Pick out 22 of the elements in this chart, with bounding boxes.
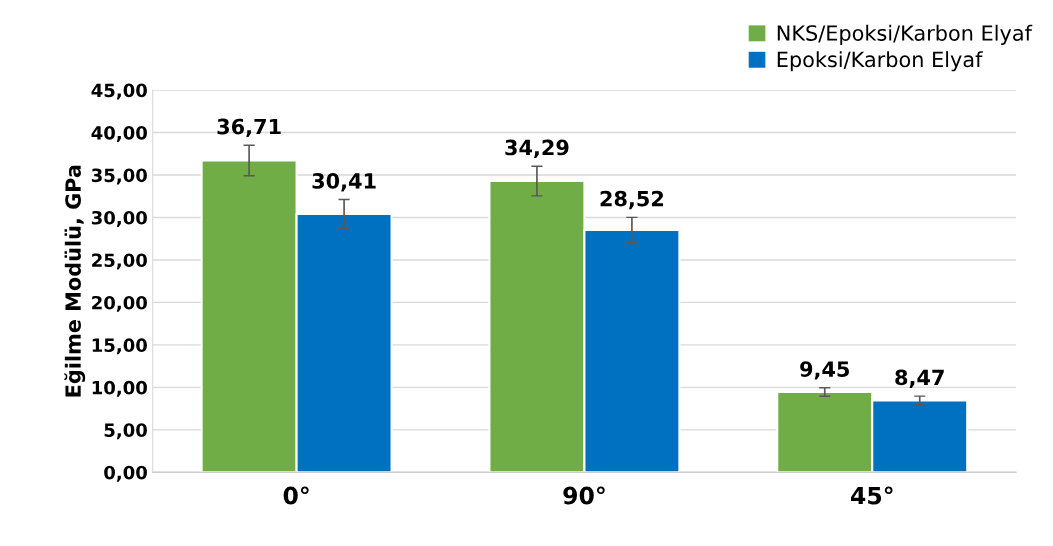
y-tick-label: 15,00 (92, 338, 147, 355)
y-tick-label: 30,00 (91, 210, 147, 227)
x-tick-label: 45° (850, 486, 893, 505)
data-label: 30,41 (312, 172, 376, 192)
data-label: 8,47 (895, 369, 944, 388)
data-label: 36,71 (217, 118, 281, 138)
y-tick-label: 25,00 (92, 253, 147, 270)
y-tick-label: 0,00 (104, 465, 147, 482)
y-tick-label: 5,00 (104, 423, 147, 440)
legend-label: NKS/Epoksi/Karbon Elyaf (777, 24, 1033, 45)
x-tick-label: 90° (563, 486, 605, 505)
y-axis-title: Eğilme Modülü, GPa (64, 165, 86, 397)
data-label: 28,52 (600, 190, 664, 210)
y-tick-label: 40,00 (91, 126, 147, 142)
y-tick-label: 10,00 (92, 380, 147, 397)
data-label: 9,45 (800, 361, 849, 380)
y-tick-label: 20,00 (92, 295, 147, 312)
y-tick-label: 35,00 (91, 168, 147, 185)
data-label: 34,29 (505, 139, 569, 159)
legend-label: Epoksi/Karbon Elyaf (777, 51, 983, 72)
x-tick-label: 0° (283, 486, 309, 505)
y-tick-label: 45,00 (91, 83, 147, 100)
